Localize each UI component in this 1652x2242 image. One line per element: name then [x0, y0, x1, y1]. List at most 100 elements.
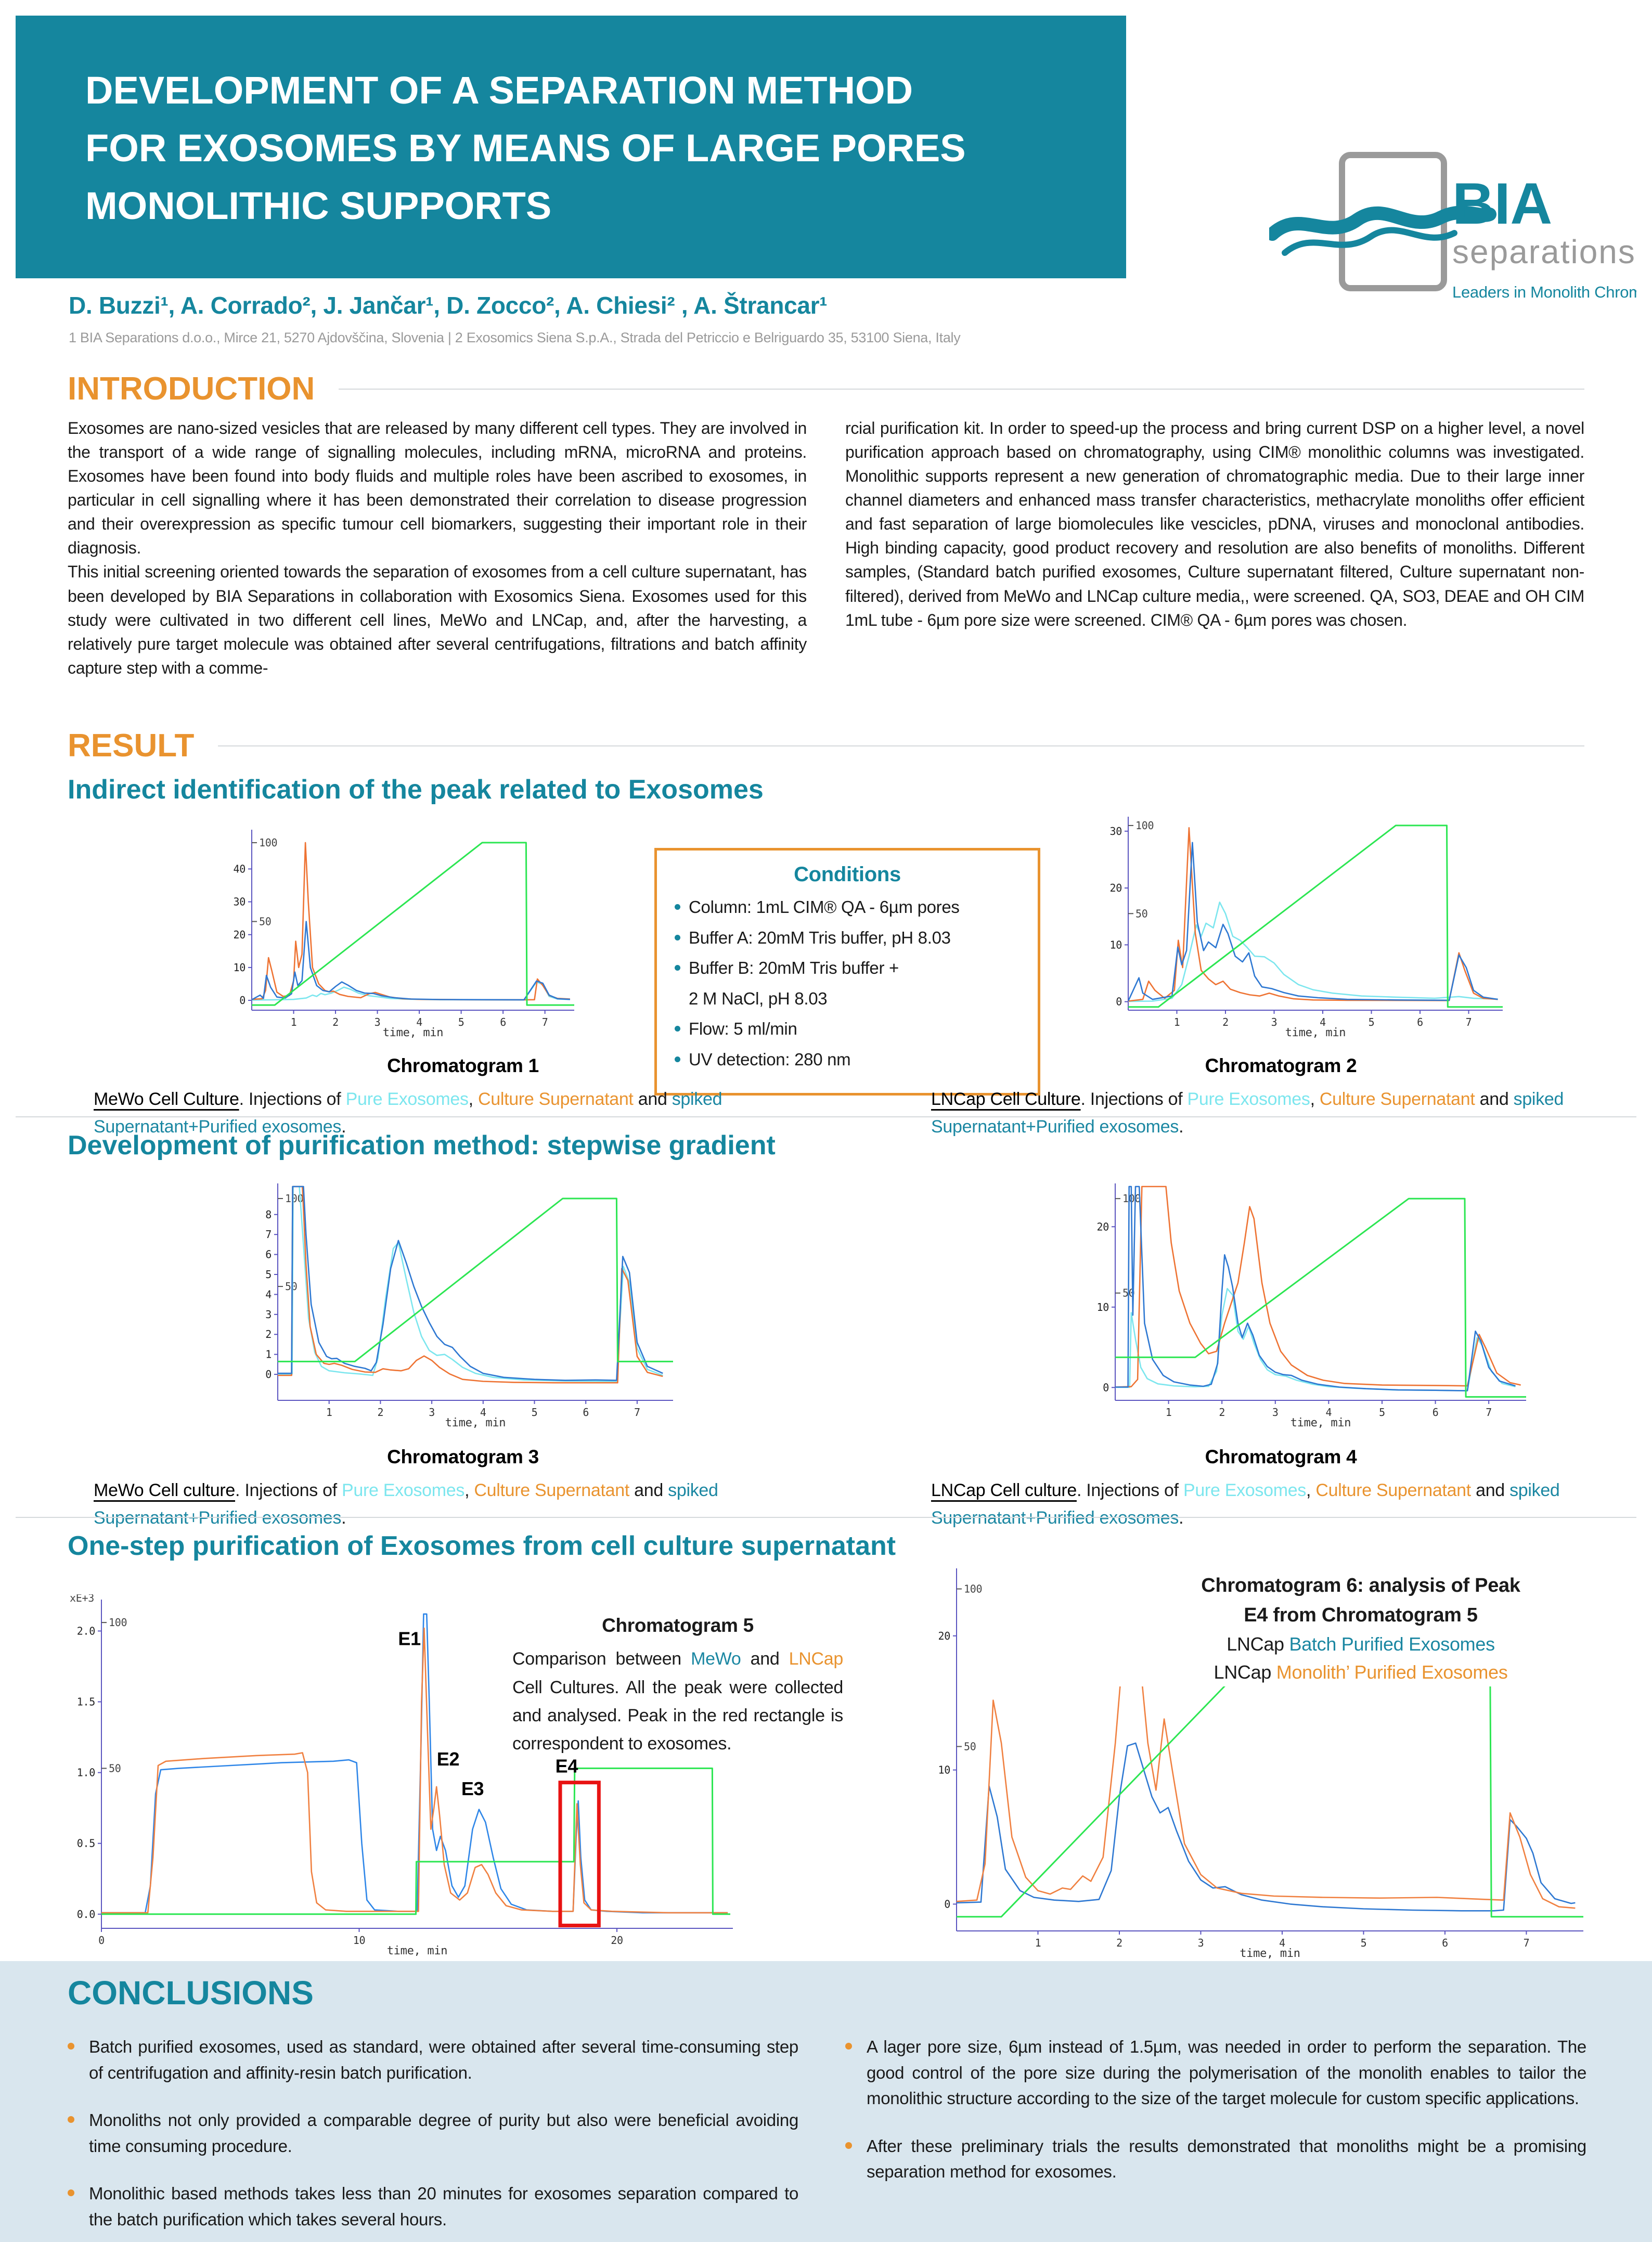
text-segment: . Injections of — [1076, 1480, 1183, 1501]
series-culture-supernatant — [1115, 1186, 1521, 1388]
svg-text:7: 7 — [634, 1406, 640, 1419]
text-segment: Culture Supernatant — [477, 1089, 634, 1110]
introduction-heading: INTRODUCTION — [68, 371, 315, 407]
svg-text:20: 20 — [234, 929, 246, 941]
chromatogram-2-caption-title: Chromatogram 2 — [1205, 1055, 1357, 1076]
series-lncap — [101, 1627, 728, 1914]
bia-separations-logo: BIA separations Leaders in Monolith Chro… — [1266, 151, 1652, 307]
text-segment: MeWo Cell Culture — [94, 1089, 239, 1110]
svg-text:10: 10 — [1097, 1301, 1109, 1313]
peak-label-e2: E2 — [437, 1748, 459, 1770]
text-segment: . — [1179, 1117, 1184, 1137]
chromatogram-4-caption-text: LNCap Cell culture. Injections of Pure E… — [931, 1477, 1631, 1531]
text-segment: Culture Supernatant — [1319, 1089, 1475, 1110]
chromatogram-4-caption: Chromatogram 4 LNCap Cell culture. Injec… — [931, 1442, 1631, 1532]
logo-wave-icon — [1266, 205, 1496, 241]
svg-text:5: 5 — [1361, 1937, 1367, 1949]
bullet-icon — [675, 904, 680, 910]
text-segment: . — [1179, 1508, 1184, 1528]
poster-title-line1: DEVELOPMENT OF A SEPARATION METHOD — [85, 69, 913, 112]
svg-text:10: 10 — [234, 961, 246, 974]
authors-line: D. Buzzi¹, A. Corrado², J. Jančar¹, D. Z… — [69, 292, 828, 319]
bullet-text: Buffer A: 20mM Tris buffer, pH 8.03 — [689, 927, 951, 947]
svg-text:5: 5 — [265, 1268, 272, 1281]
series-culture-supernatant — [278, 1186, 663, 1384]
conclusions-band: CONCLUSIONS Batch purified exosomes, use… — [0, 1961, 1652, 2242]
chromatogram-2-caption: Chromatogram 2 LNCap Cell Culture. Injec… — [931, 1051, 1631, 1141]
chromatogram-1-caption: Chromatogram 1 MeWo Cell Culture. Inject… — [94, 1051, 832, 1141]
svg-text:time, min: time, min — [1240, 1947, 1300, 1960]
svg-text:20: 20 — [1097, 1220, 1109, 1233]
text-segment: LNCap Cell Culture — [931, 1089, 1081, 1110]
chromatogram-3-caption-title: Chromatogram 3 — [387, 1446, 539, 1467]
bullet-text: A lager pore size, 6µm instead of 1.5µm,… — [867, 2037, 1586, 2108]
result-subheading-1: Indirect identification of the peak rela… — [68, 775, 764, 805]
bullet-icon — [845, 2142, 852, 2149]
peak-label-e1: E1 — [398, 1628, 421, 1650]
svg-text:3: 3 — [429, 1406, 435, 1419]
bullet-text: Flow: 5 ml/min — [689, 1019, 797, 1039]
chromatogram-6-legend-monolith: LNCap Monolith’ Purified Exosomes — [1072, 1658, 1650, 1686]
chromatogram-5-plot: 0 10 20 0.0 0.5 1.0 1.5 2.0 50 100 xE+3 time, min E1… — [60, 1594, 741, 1958]
text-segment: Pure Exosomes — [1187, 1089, 1310, 1110]
text-segment: spiked Supernatant+Purified exosomes — [931, 1480, 1560, 1528]
bullet-item: Buffer B: 20mM Tris buffer + — [675, 957, 1020, 980]
svg-text:6: 6 — [1432, 1406, 1439, 1419]
svg-text:3: 3 — [1198, 1937, 1204, 1949]
svg-text:50: 50 — [964, 1740, 976, 1753]
series-spiked-supernatant-purified-exosomes — [278, 1186, 663, 1381]
bullet-item: A lager pore size, 6µm instead of 1.5µm,… — [845, 2034, 1586, 2111]
text-segment: Monolith’ Purified Exosomes — [1276, 1661, 1508, 1683]
svg-text:6: 6 — [500, 1016, 506, 1028]
svg-text:time, min: time, min — [387, 1944, 448, 1957]
svg-text:1.0: 1.0 — [77, 1767, 95, 1779]
svg-text:20: 20 — [611, 1934, 623, 1947]
poster-title: DEVELOPMENT OF A SEPARATION METHOD FOR E… — [85, 61, 1100, 235]
chromatogram-2-caption-text: LNCap Cell Culture. Injections of Pure E… — [931, 1086, 1631, 1140]
series-pure-exosomes — [1115, 1287, 1516, 1391]
svg-text:3: 3 — [375, 1016, 381, 1028]
logo-graphic: BIA separations Leaders in Monolith Chro… — [1266, 152, 1652, 301]
svg-text:1: 1 — [265, 1348, 272, 1361]
svg-text:time, min: time, min — [383, 1026, 444, 1039]
series-spiked-supernatant-purified-exosomes — [252, 921, 570, 1001]
svg-text:7: 7 — [1524, 1937, 1530, 1949]
text-segment: Cell Cultures. All the peak were collect… — [512, 1677, 843, 1754]
chromatogram-1-caption-text: MeWo Cell Culture. Injections of Pure Ex… — [94, 1086, 832, 1140]
bullet-item: Monoliths not only provided a comparable… — [68, 2107, 798, 2159]
svg-text:4: 4 — [480, 1406, 486, 1419]
svg-text:0: 0 — [265, 1368, 272, 1381]
peak-label-e3: E3 — [461, 1778, 484, 1799]
chromatogram-5-note-title: Chromatogram 5 — [602, 1615, 754, 1636]
text-segment: . Injections of — [235, 1480, 342, 1501]
bullet-item: UV detection: 280 nm — [675, 1048, 1020, 1072]
bullet-item: Flow: 5 ml/min — [675, 1017, 1020, 1041]
svg-text:2: 2 — [1222, 1016, 1229, 1028]
header-band: DEVELOPMENT OF A SEPARATION METHOD FOR E… — [16, 16, 1126, 278]
heading-rule — [218, 745, 1584, 746]
conclusions-column-left: Batch purified exosomes, used as standar… — [68, 2034, 798, 2242]
text-segment: LNCap — [1214, 1661, 1276, 1683]
svg-text:30: 30 — [234, 896, 246, 908]
chart-svg: 1 2 3 4 5 6 7 0 10 20 30 40 50 100 time, min — [234, 830, 574, 1039]
svg-text:5: 5 — [532, 1406, 538, 1419]
svg-text:1.5: 1.5 — [77, 1696, 95, 1708]
bullet-icon — [68, 2116, 74, 2123]
text-segment: . Injections of — [239, 1089, 346, 1110]
bullet-text: Buffer B: 20mM Tris buffer + — [689, 958, 899, 978]
text-segment: spiked Supernatant+Purified exosomes — [931, 1089, 1564, 1137]
result-heading-row: RESULT — [68, 727, 1584, 764]
text-segment: Culture Supernatant — [474, 1480, 630, 1501]
svg-text:10: 10 — [353, 1934, 365, 1947]
text-segment: and — [1475, 1089, 1514, 1110]
intro-paragraph-1: Exosomes are nano-sized vesicles that ar… — [68, 419, 807, 558]
svg-text:20: 20 — [938, 1630, 950, 1642]
svg-text:3: 3 — [265, 1308, 272, 1321]
text-segment: Batch Purified Exosomes — [1289, 1633, 1495, 1655]
series-buffer-b-gradient-b — [252, 842, 574, 1006]
conditions-list: Column: 1mL CIM® QA - 6µm pores Buffer A:… — [675, 896, 1020, 1071]
svg-text:time, min: time, min — [1285, 1026, 1346, 1039]
svg-text:1: 1 — [1166, 1406, 1172, 1419]
text-segment: LNCap Cell culture — [931, 1480, 1077, 1501]
